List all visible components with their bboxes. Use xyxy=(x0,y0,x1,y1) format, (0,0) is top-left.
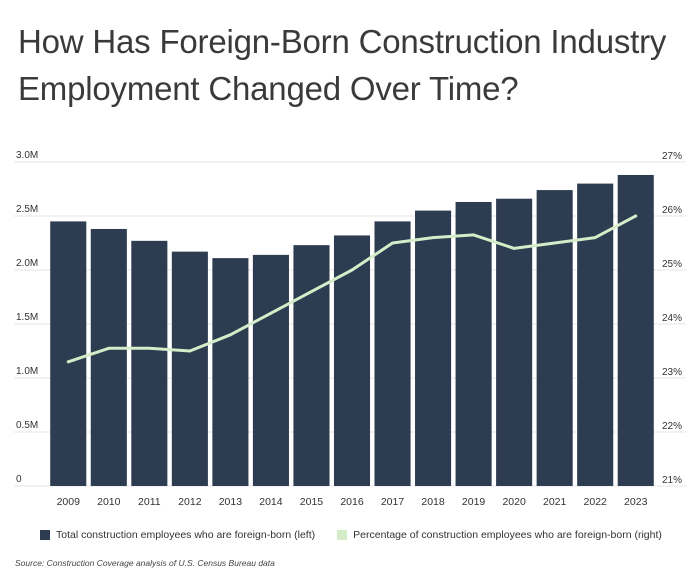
x-tick-label: 2020 xyxy=(502,496,526,508)
left-tick-label: 0.5M xyxy=(16,420,38,431)
line-point-2011 xyxy=(147,346,151,350)
bar-2009 xyxy=(50,221,87,486)
bar-2021 xyxy=(536,190,573,486)
left-tick-label: 1.5M xyxy=(16,312,38,323)
x-tick-label: 2023 xyxy=(624,496,648,508)
chart-title-line-1: How Has Foreign-Born Construction Indust… xyxy=(18,23,667,60)
bar-series xyxy=(50,174,654,486)
bar-2017 xyxy=(374,221,411,486)
bar-2019 xyxy=(455,201,492,486)
x-tick-label: 2011 xyxy=(138,496,161,508)
legend-swatch-bars xyxy=(40,530,50,540)
line-point-2010 xyxy=(107,346,111,350)
bar-2022 xyxy=(577,183,614,486)
x-tick-label: 2017 xyxy=(381,496,405,508)
x-tick-label: 2019 xyxy=(462,496,486,508)
bar-2013 xyxy=(212,258,249,486)
line-point-2023 xyxy=(634,214,638,218)
left-tick-label: 2.5M xyxy=(16,204,38,215)
legend: Total construction employees who are for… xyxy=(40,527,690,543)
x-tick-label: 2016 xyxy=(340,496,364,508)
combo-chart: 0 0.5M 1.0M 1.5M 2.0M 2.5M 3.0M 21% 22% 23% 24% 25… xyxy=(14,150,686,508)
line-series xyxy=(66,214,638,364)
left-tick-label: 3.0M xyxy=(16,150,38,161)
line-point-2015 xyxy=(310,290,313,293)
line-point-2022 xyxy=(593,236,597,239)
x-tick-label: 2014 xyxy=(259,496,283,508)
line-point-2020 xyxy=(512,247,516,250)
bar-2015 xyxy=(293,245,330,486)
legend-item-bars: Total construction employees who are for… xyxy=(40,529,315,541)
bar-2010 xyxy=(90,228,127,486)
line-point-2012 xyxy=(188,349,192,353)
left-tick-label: 1.0M xyxy=(16,366,38,377)
bar-2011 xyxy=(131,240,168,486)
chart-title: How Has Foreign-Born Construction Indust… xyxy=(18,18,688,112)
bar-2020 xyxy=(496,198,533,486)
right-tick-label: 21% xyxy=(662,475,682,486)
line-point-2021 xyxy=(553,241,557,245)
line-point-2017 xyxy=(391,241,394,245)
line-point-2018 xyxy=(431,236,435,239)
legend-label-line: Percentage of construction employees who… xyxy=(353,529,662,541)
left-tick-label: 0 xyxy=(16,474,22,485)
x-tick-label: 2022 xyxy=(584,496,608,508)
bar-2016 xyxy=(333,235,371,486)
right-tick-label: 23% xyxy=(662,367,682,378)
source-note: Source: Construction Coverage analysis o… xyxy=(15,558,275,568)
x-axis: 2009 2010 2011 2012 2013 2014 2015 2016 2017 2018… xyxy=(57,496,648,508)
right-tick-label: 25% xyxy=(662,259,682,270)
legend-swatch-line xyxy=(337,530,348,540)
left-axis: 0 0.5M 1.0M 1.5M 2.0M 2.5M 3.0M xyxy=(16,150,38,485)
legend-label-bars: Total construction employees who are for… xyxy=(56,529,316,541)
x-tick-label: 2013 xyxy=(219,496,243,508)
x-tick-label: 2018 xyxy=(421,496,445,508)
line-point-2019 xyxy=(472,233,475,237)
x-tick-label: 2009 xyxy=(57,496,81,508)
right-axis: 21% 22% 23% 24% 25% 26% 27% xyxy=(662,151,682,486)
bar-2018 xyxy=(415,210,452,486)
bar-2012 xyxy=(171,251,208,486)
bar-2023 xyxy=(617,174,654,486)
x-tick-label: 2012 xyxy=(178,496,202,508)
x-tick-label: 2015 xyxy=(300,496,324,508)
line-point-2013 xyxy=(229,333,232,337)
right-tick-label: 24% xyxy=(662,313,682,324)
right-tick-label: 26% xyxy=(662,205,682,216)
right-tick-label: 22% xyxy=(662,421,682,432)
bar-2014 xyxy=(252,254,289,486)
left-tick-label: 2.0M xyxy=(16,258,38,269)
line-point-2014 xyxy=(269,311,273,315)
legend-item-line: Percentage of construction employees who… xyxy=(337,529,662,541)
chart-title-line-2: Employment Changed Over Time? xyxy=(18,70,519,107)
right-tick-label: 27% xyxy=(662,151,682,162)
line-point-2016 xyxy=(350,268,354,272)
x-tick-label: 2021 xyxy=(543,496,567,508)
x-tick-label: 2010 xyxy=(97,496,121,508)
line-point-2009 xyxy=(66,360,70,364)
